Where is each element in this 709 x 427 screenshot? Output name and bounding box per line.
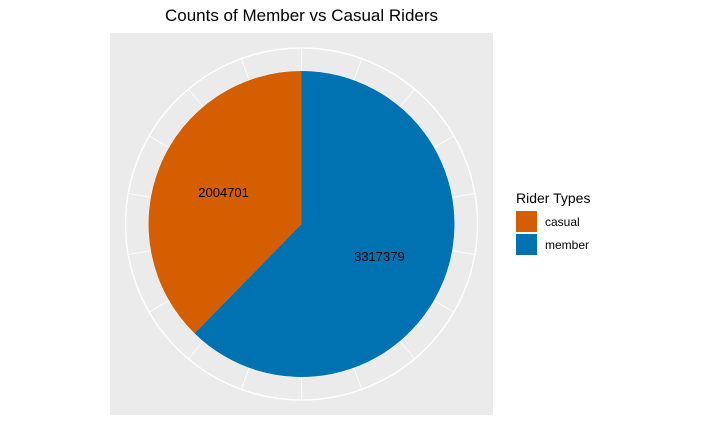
grid-line — [148, 300, 170, 313]
grid-line — [399, 88, 415, 108]
chart-title: Counts of Member vs Casual Riders — [164, 6, 439, 25]
pie-chart: 2004701 3317379 — [124, 47, 479, 401]
grid-line — [128, 250, 151, 255]
grid-line — [240, 367, 250, 390]
grid-line — [188, 340, 204, 360]
legend-item-casual: casual — [516, 210, 590, 233]
grid-line — [188, 88, 204, 108]
grid-line — [399, 340, 415, 360]
grid-line — [433, 300, 455, 313]
legend-key-member — [516, 234, 537, 255]
grid-line — [128, 193, 151, 198]
grid-line — [353, 367, 363, 390]
grid-line — [148, 135, 170, 148]
pie-slice-casual — [148, 71, 302, 334]
pie-slice-member — [194, 71, 455, 377]
legend-label-member: member — [545, 237, 590, 252]
grid-line — [240, 58, 250, 81]
grid-line — [452, 250, 475, 255]
data-label-member: 3317379 — [354, 249, 405, 264]
legend-title: Rider Types — [516, 190, 591, 206]
grid-line — [452, 193, 475, 198]
grid-line — [433, 135, 455, 148]
legend-item-member: member — [516, 233, 590, 256]
plot-panel: 2004701 3317379 — [110, 33, 493, 415]
legend-key-casual — [516, 211, 537, 232]
legend: Rider Types casual member — [516, 190, 590, 256]
data-label-casual: 2004701 — [198, 185, 249, 200]
legend-label-casual: casual — [545, 214, 580, 229]
grid-line — [353, 58, 363, 81]
